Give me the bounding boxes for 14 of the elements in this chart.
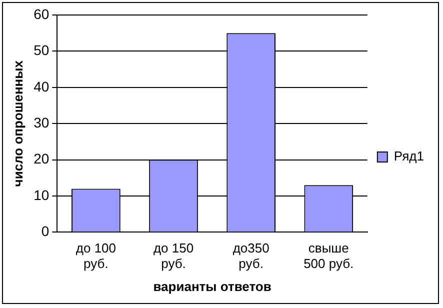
x-tick-label: до350 руб.: [232, 240, 270, 272]
y-axis-title: число опрошенных: [10, 60, 26, 187]
x-tick-label: свыше 500 руб.: [304, 240, 354, 272]
y-tick-label: 0: [41, 223, 50, 240]
y-tick-label: 50: [34, 42, 50, 58]
y-tick-label: 30: [34, 114, 50, 130]
y-tick-label: 10: [34, 186, 50, 203]
y-tick-label: 40: [34, 78, 50, 94]
y-tick-label: 20: [34, 150, 50, 167]
x-axis-title: варианты ответов: [153, 278, 272, 294]
x-tick-label: до 100 руб.: [76, 240, 116, 272]
x-tick-label: до 150 руб.: [153, 240, 194, 272]
legend-label: Ряд1: [394, 148, 424, 164]
y-tick-label: 60: [34, 6, 50, 22]
